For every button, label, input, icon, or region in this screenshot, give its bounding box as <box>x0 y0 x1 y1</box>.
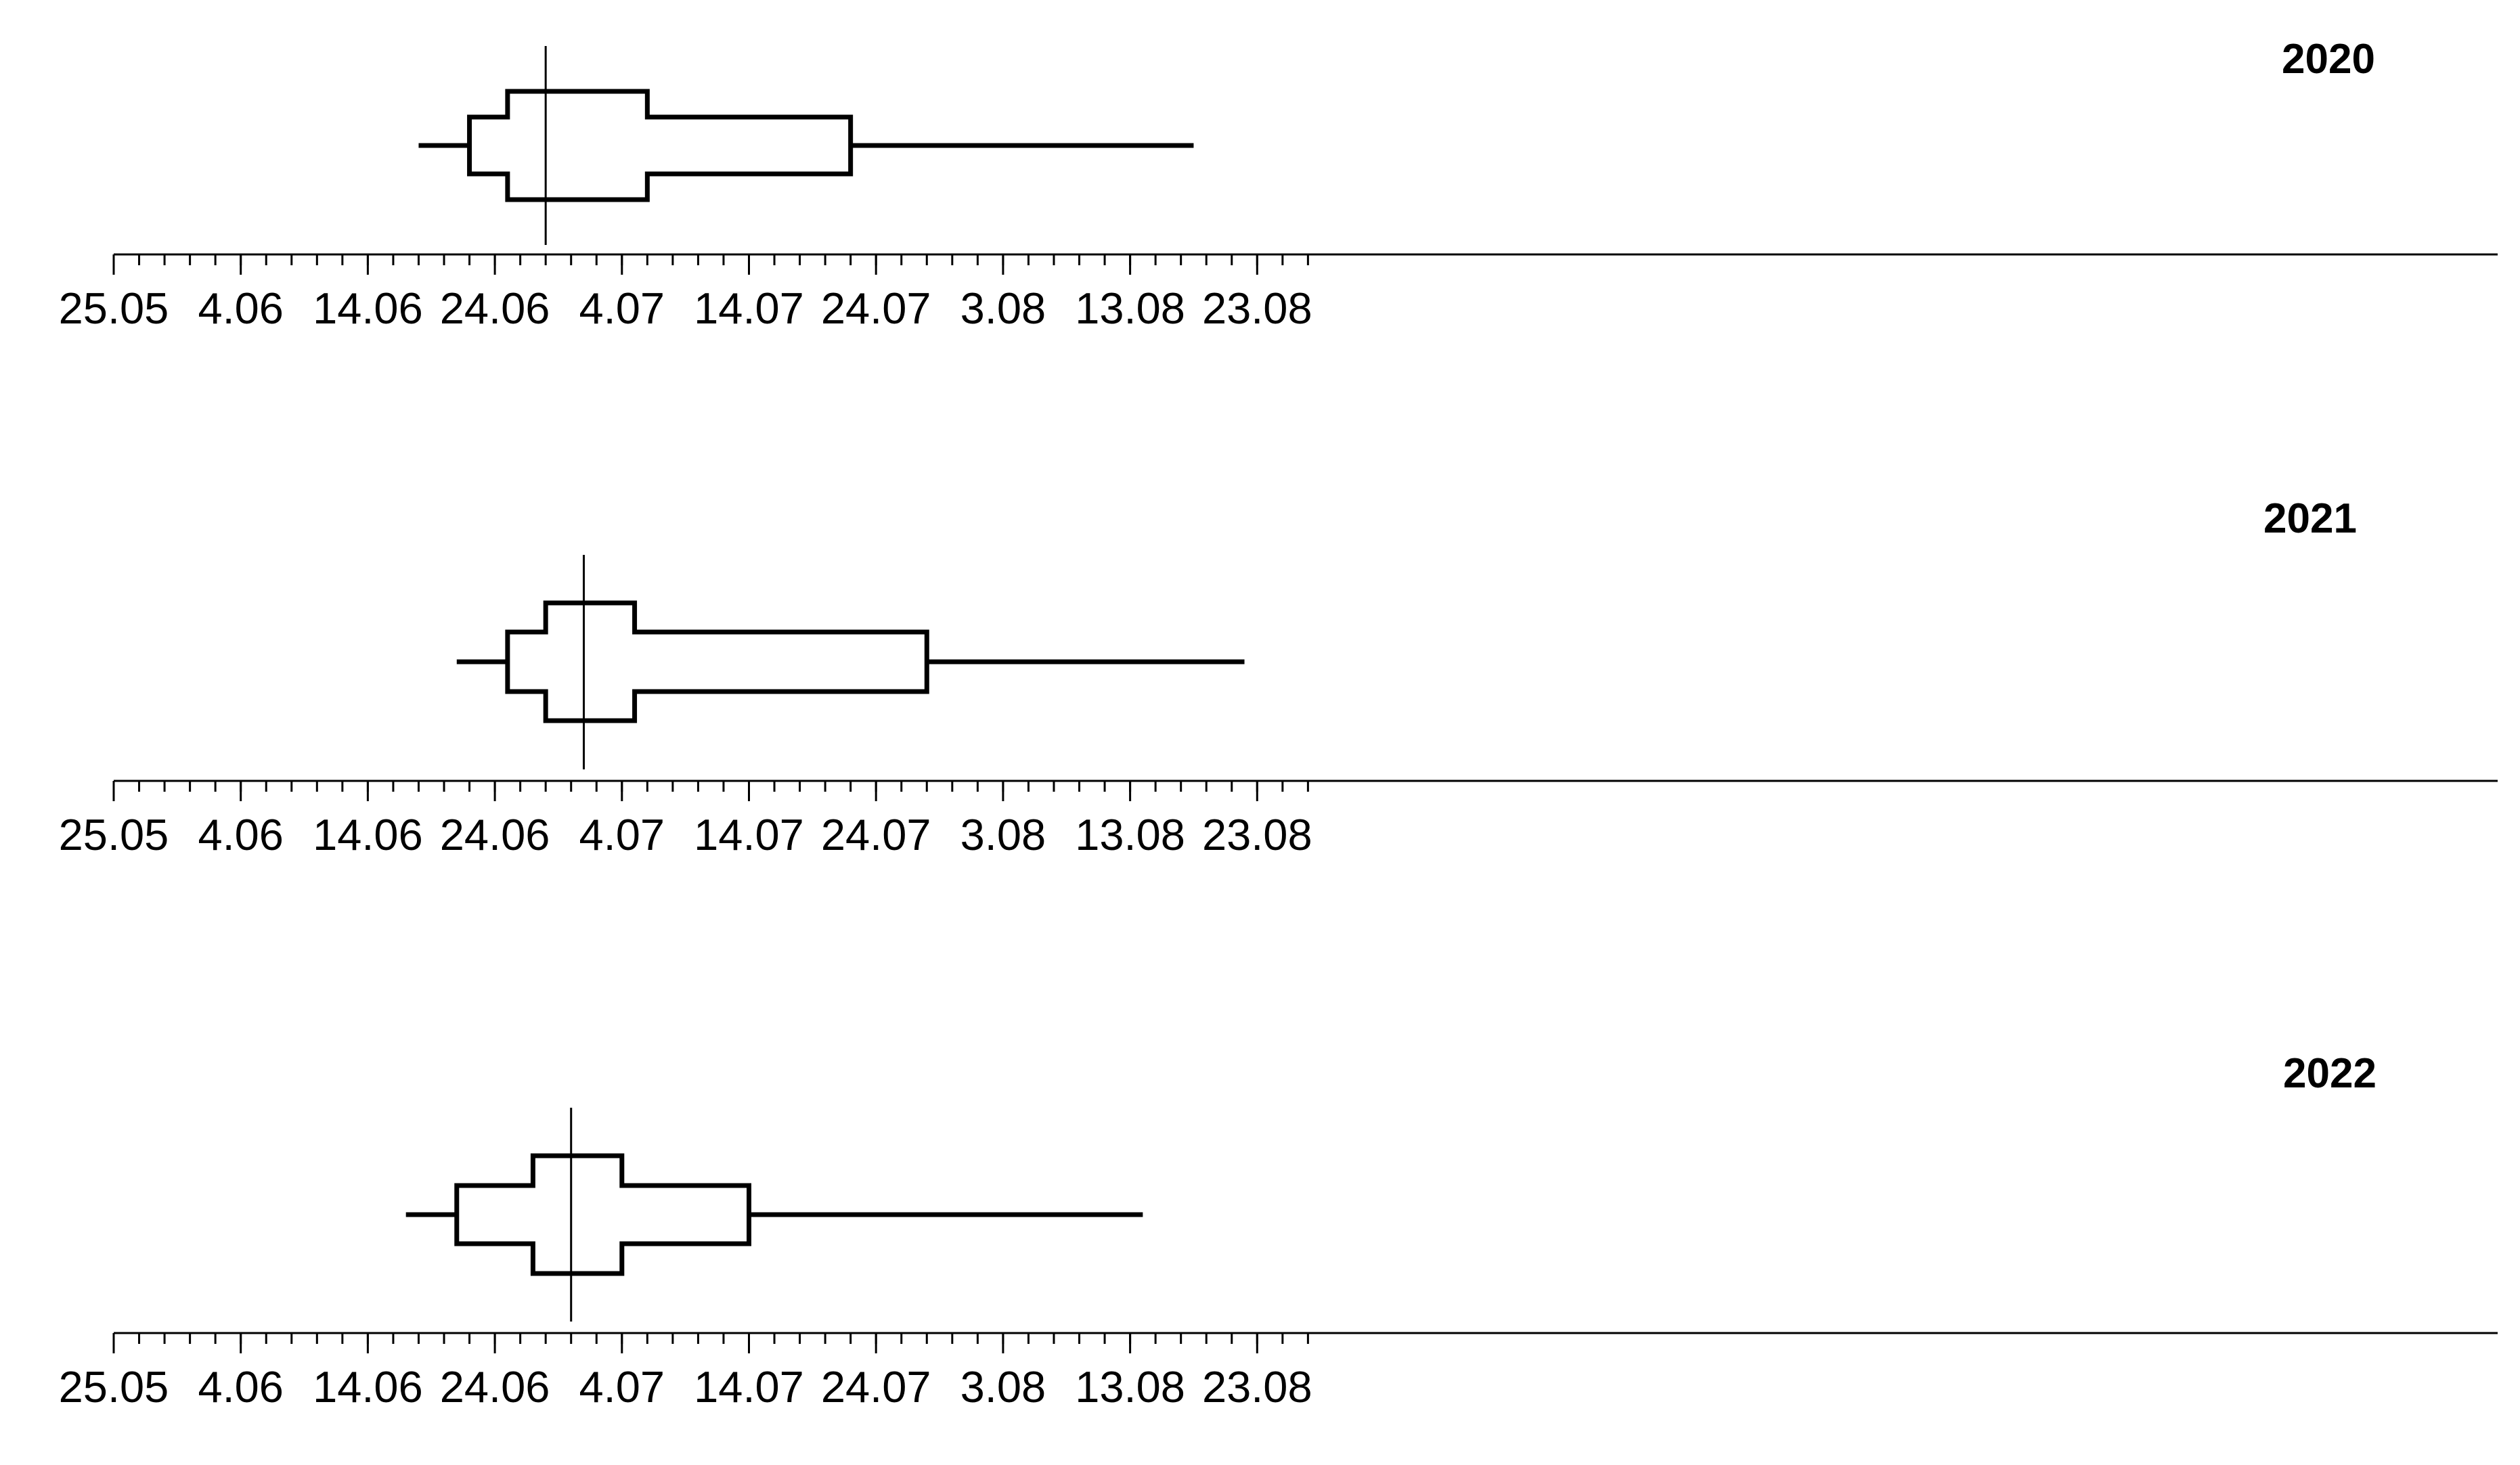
box <box>505 600 929 723</box>
tick-label: 3.08 <box>960 810 1046 859</box>
tick-label: 25.05 <box>59 810 169 859</box>
tick-label: 14.07 <box>694 1362 804 1412</box>
tick-label: 24.06 <box>440 284 550 333</box>
tick-label: 24.07 <box>821 284 931 333</box>
tick-label: 23.08 <box>1202 284 1312 333</box>
tick-label: 13.08 <box>1075 284 1185 333</box>
tick-label: 14.06 <box>313 284 423 333</box>
tick-label: 14.06 <box>313 1362 423 1412</box>
tick-label: 4.07 <box>579 1362 665 1412</box>
tick-label: 14.07 <box>694 284 804 333</box>
tick-label: 25.05 <box>59 1362 169 1412</box>
panel-title: 2022 <box>2283 1050 2377 1097</box>
tick-label: 24.07 <box>821 810 931 859</box>
tick-label: 3.08 <box>960 284 1046 333</box>
tick-label: 4.07 <box>579 284 665 333</box>
box <box>454 1153 751 1276</box>
tick-label: 4.06 <box>198 810 284 859</box>
tick-label: 25.05 <box>59 284 169 333</box>
box <box>467 89 854 202</box>
tick-label: 13.08 <box>1075 1362 1185 1412</box>
tick-label: 23.08 <box>1202 1362 1312 1412</box>
panel-title: 2021 <box>2263 495 2357 542</box>
tick-label: 14.06 <box>313 810 423 859</box>
tick-label: 14.07 <box>694 810 804 859</box>
tick-label: 13.08 <box>1075 810 1185 859</box>
tick-label: 4.06 <box>198 1362 284 1412</box>
tick-label: 4.07 <box>579 810 665 859</box>
panel-title: 2020 <box>2282 36 2375 83</box>
tick-label: 24.06 <box>440 1362 550 1412</box>
tick-label: 23.08 <box>1202 810 1312 859</box>
tick-label: 4.06 <box>198 284 284 333</box>
tick-label: 24.07 <box>821 1362 931 1412</box>
tick-label: 24.06 <box>440 810 550 859</box>
tick-label: 3.08 <box>960 1362 1046 1412</box>
